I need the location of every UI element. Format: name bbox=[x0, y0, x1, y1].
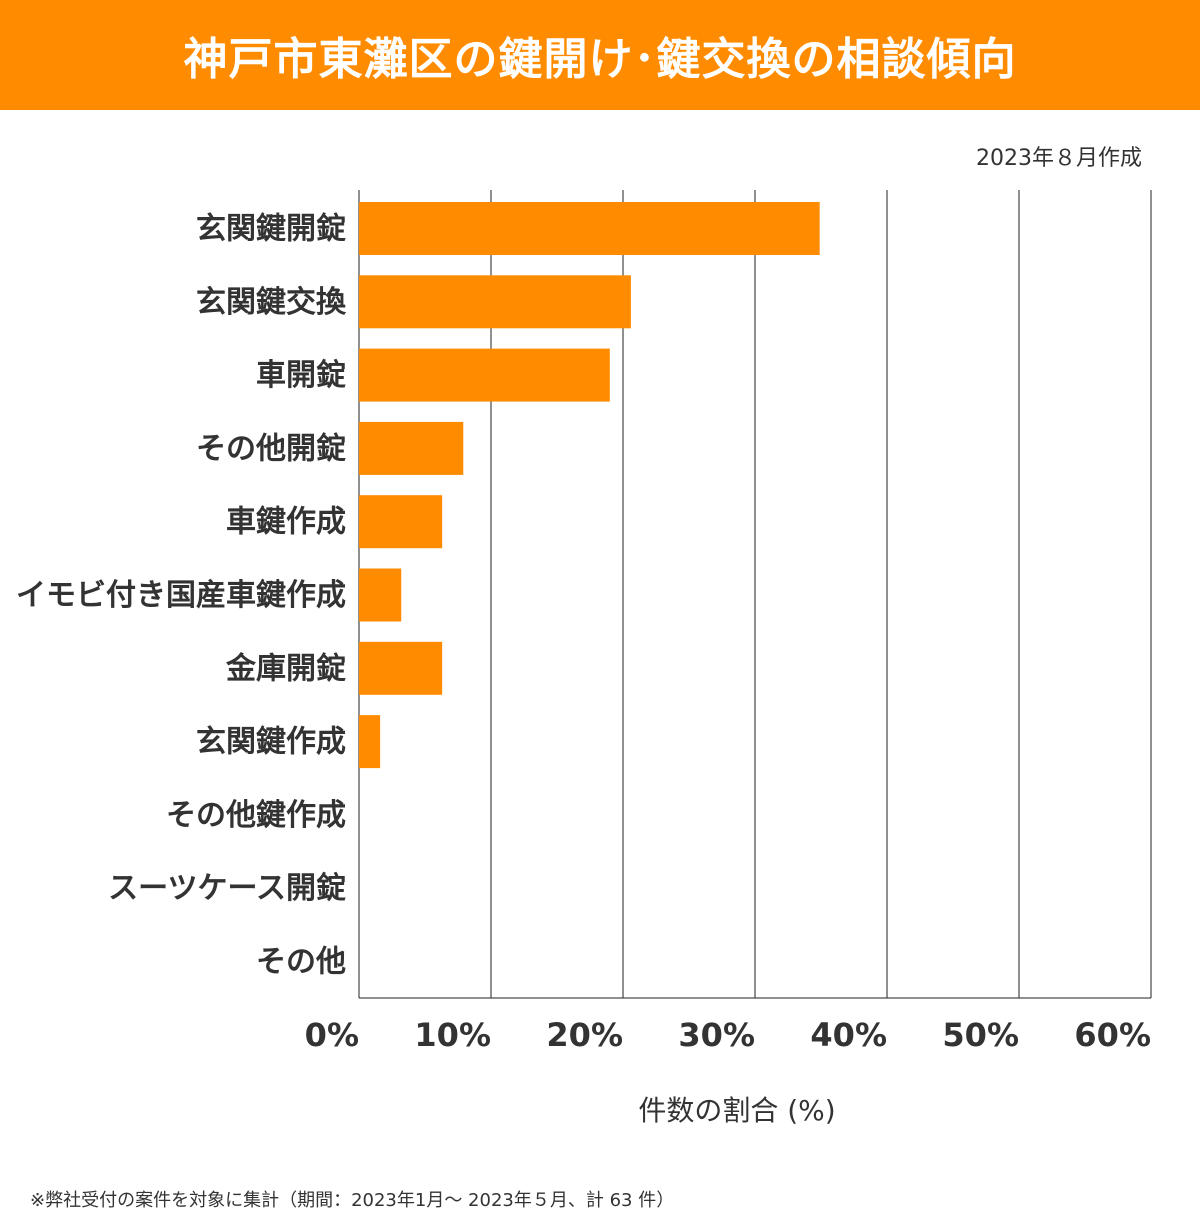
tick-label-60: 60% bbox=[1074, 1016, 1151, 1054]
bar-8 bbox=[359, 715, 381, 769]
category-label-7: 金庫開錠 bbox=[225, 651, 346, 686]
created-date: 2023年８月作成 bbox=[976, 146, 1142, 171]
category-label-1: 玄関鍵開錠 bbox=[196, 212, 346, 247]
category-label-11: その他 bbox=[256, 945, 346, 980]
bar-2 bbox=[359, 275, 631, 329]
tick-label-20: 20% bbox=[546, 1016, 623, 1054]
tick-label-50: 50% bbox=[942, 1016, 1019, 1054]
category-label-2: 玄関鍵交換 bbox=[196, 285, 347, 320]
tick-label-10: 10% bbox=[414, 1016, 491, 1054]
category-label-4: その他開錠 bbox=[196, 431, 346, 466]
chart-header: 神戸市東灘区の鍵開け･鍵交換の相談傾向 bbox=[0, 0, 1200, 110]
category-label-6: イモビ付き国産車鍵作成 bbox=[16, 578, 346, 613]
category-label-9: その他鍵作成 bbox=[166, 798, 346, 833]
tick-label-30: 30% bbox=[678, 1016, 755, 1054]
bar-3 bbox=[359, 348, 610, 402]
x-axis-title: 件数の割合 (%) bbox=[638, 1094, 835, 1127]
bar-5 bbox=[359, 495, 443, 549]
category-label-10: スーツケース開錠 bbox=[108, 871, 346, 906]
bar-7 bbox=[359, 641, 443, 695]
category-label-3: 車開錠 bbox=[256, 358, 346, 393]
bar-1 bbox=[359, 202, 820, 255]
bar-6 bbox=[359, 568, 402, 622]
tick-label-40: 40% bbox=[810, 1016, 887, 1054]
category-label-8: 玄関鍵作成 bbox=[196, 725, 346, 760]
category-label-5: 車鍵作成 bbox=[226, 505, 346, 540]
footnote: ※弊社受付の案件を対象に集計（期間：2023年1月～ 2023年５月、計 63 … bbox=[30, 1190, 675, 1211]
tick-label-0: 0% bbox=[305, 1016, 359, 1054]
bar-4 bbox=[359, 421, 464, 475]
chart-title: 神戸市東灘区の鍵開け･鍵交換の相談傾向 bbox=[183, 34, 1017, 85]
